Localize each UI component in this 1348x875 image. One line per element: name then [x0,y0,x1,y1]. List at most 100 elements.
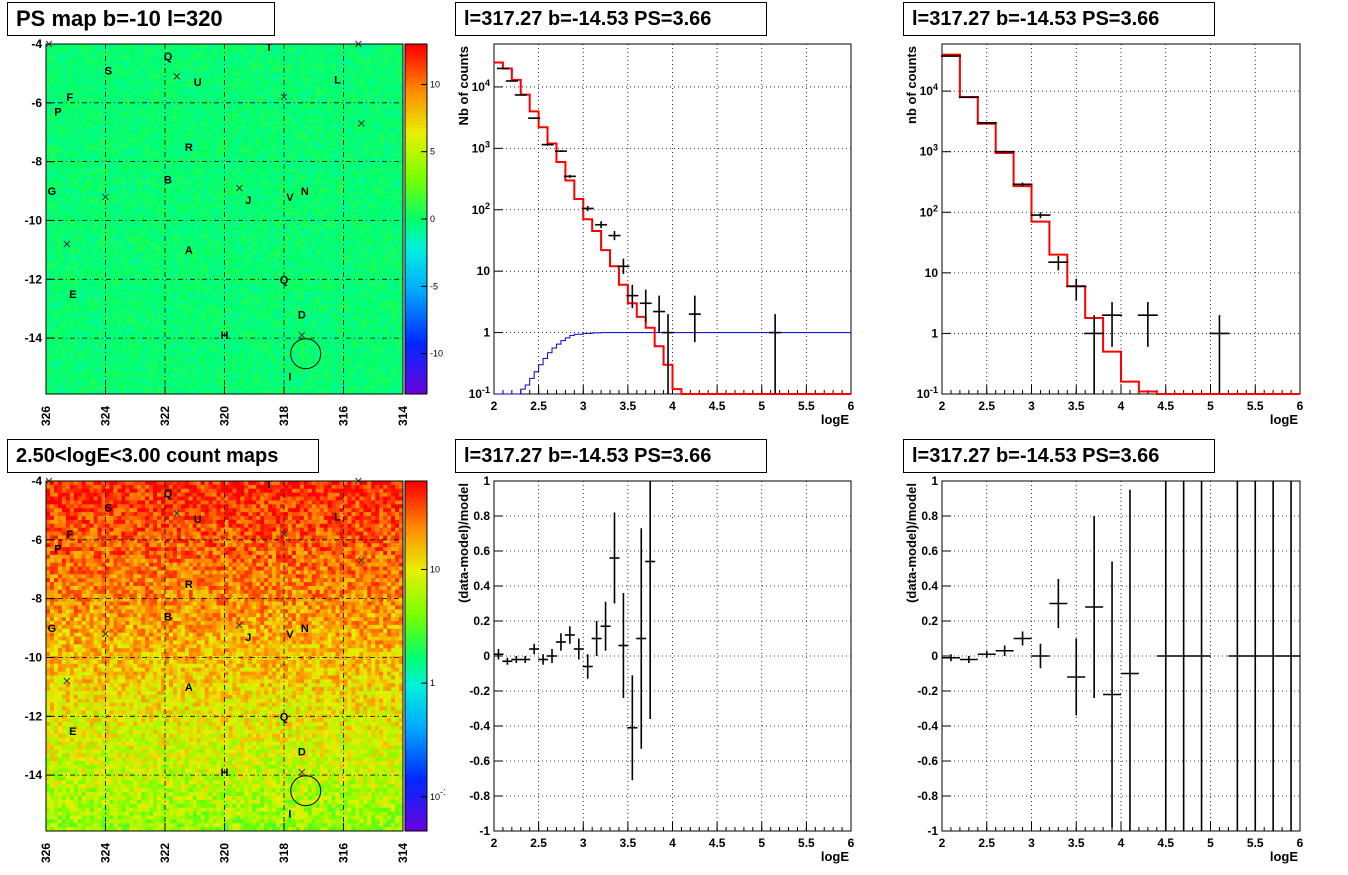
heatmap-cell [184,149,190,154]
heatmap-cell [105,110,110,115]
heatmap-cell [97,374,102,379]
heatmap-cell [244,102,249,107]
heatmap-cell [188,156,194,162]
heatmap-cell [188,366,194,372]
heatmap-cell [145,90,150,95]
heatmap-cell [101,94,106,99]
heatmap-cell [141,273,146,278]
heatmap-cell [165,339,170,344]
heatmap-cell [49,339,55,344]
heatmap-cell [101,160,106,165]
heatmap-cell [105,160,110,165]
heatmap-cell [168,316,174,321]
heatmap-cell [109,90,114,95]
heatmap-cell [153,141,158,146]
heatmap-cell [81,300,87,305]
heatmap-cell [73,207,79,212]
heatmap-cell [184,257,190,263]
heatmap-cell [204,374,210,379]
heatmap-cell [157,359,162,364]
heatmap-cell [49,331,55,337]
heatmap-cell [65,273,71,278]
heatmap-cell [157,114,162,119]
heatmap-cell [81,59,87,64]
heatmap-cell [149,320,154,325]
heatmap-cell [252,82,257,88]
heatmap-cell [180,133,186,138]
heatmap-cell [248,312,253,317]
heatmap-cell [97,382,102,387]
heatmap-cell [73,121,79,127]
heatmap-cell [53,110,59,115]
heatmap-cell [109,277,114,282]
heatmap-cell [165,75,170,80]
heatmap-cell [149,215,154,220]
heatmap-cell [149,63,154,68]
heatmap-cell [212,114,217,119]
heatmap-cell [77,67,83,72]
heatmap-cell [101,296,106,302]
heatmap-cell [89,75,94,80]
heatmap-cell [216,316,221,321]
heatmap-cell [49,327,55,333]
heatmap-cell [121,180,126,185]
heatmap-cell [220,44,225,49]
heatmap-cell [172,67,178,72]
heatmap-cell [73,320,79,325]
heatmap-cell [168,242,174,247]
heatmap-cell [53,44,59,49]
heatmap-cell [212,230,217,235]
heatmap-cell [176,219,182,224]
heatmap-cell [184,44,190,49]
heatmap-cell [224,378,229,383]
heatmap-cell [248,285,253,290]
heatmap-cell [81,304,87,309]
heatmap-cell [240,386,245,391]
heatmap-cell [97,82,102,88]
heatmap-cell [121,308,126,313]
heatmap-cell [244,176,249,181]
heatmap-cell [97,168,102,173]
heatmap-cell [137,207,142,212]
heatmap-cell [188,102,194,107]
heatmap-cell [208,106,213,111]
heatmap-cell [232,304,237,309]
heatmap-cell [204,226,210,232]
heatmap-cell [141,156,146,162]
heatmap-cell [137,145,142,150]
heatmap-cell [208,51,213,57]
heatmap-cell [77,327,83,333]
heatmap-cell [73,82,79,88]
heatmap-cell [89,335,94,340]
heatmap-cell [49,63,55,68]
heatmap-cell [85,149,91,154]
heatmap-cell [192,250,198,255]
heatmap-cell [85,226,91,232]
heatmap-cell [85,82,91,88]
heatmap-cell [220,94,225,99]
heatmap-cell [93,289,98,294]
heatmap-cell [109,55,114,60]
heatmap-cell [200,59,206,64]
heatmap-cell [176,152,182,158]
heatmap-cell [85,55,91,60]
heatmap-cell [220,195,225,200]
heatmap-cell [145,292,150,298]
heatmap-cell [57,90,63,95]
heatmap-cell [168,254,174,259]
heatmap-cell [149,199,154,204]
heatmap-cell [260,312,265,317]
heatmap-cell [180,114,186,119]
heatmap-cell [57,292,63,298]
heatmap-cell [141,226,146,232]
heatmap-cell [57,106,63,111]
heatmap-cell [180,176,186,181]
heatmap-cell [145,67,150,72]
heatmap-cell [157,324,162,329]
heatmap-cell [240,86,245,92]
heatmap-cell [149,261,154,267]
heatmap-cell [208,152,213,158]
heatmap-cell [97,327,102,333]
heatmap-cell [188,106,194,111]
heatmap-cell [244,137,249,142]
